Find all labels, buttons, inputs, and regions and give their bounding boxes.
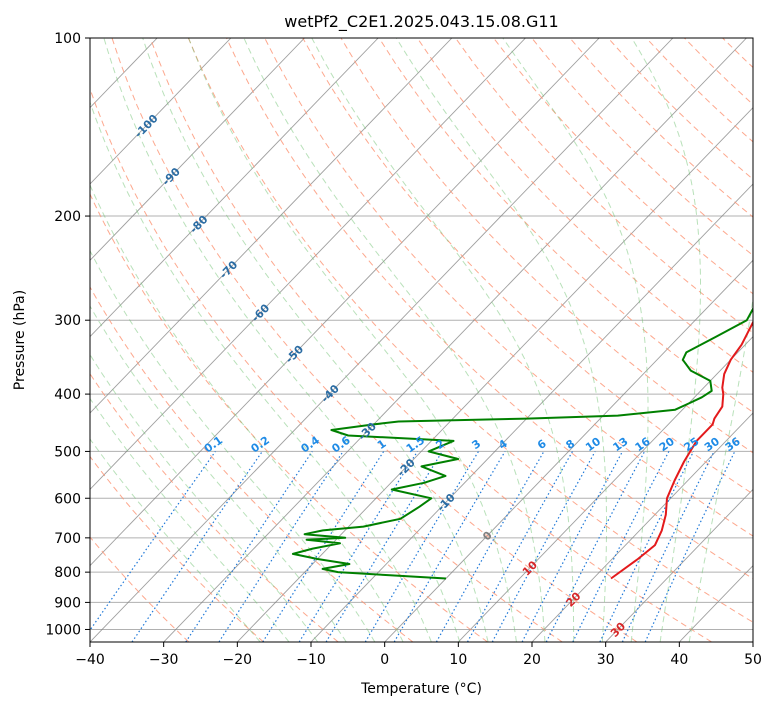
mixing-ratio-line xyxy=(546,451,644,642)
y-tick-label: 500 xyxy=(54,444,81,460)
mixing-ratio-line xyxy=(365,451,478,642)
mixing-ratio-line xyxy=(645,451,735,642)
mixing-ratio-line xyxy=(82,451,216,642)
moist-adiabat-line xyxy=(0,38,318,642)
mixing-ratio-label: 3 xyxy=(470,437,484,452)
dry-adiabat-line xyxy=(723,38,775,642)
y-tick-label: 800 xyxy=(54,565,81,581)
x-tick-label: 20 xyxy=(523,652,541,668)
moist-adiabat-line xyxy=(689,38,767,642)
isotherm-line xyxy=(237,38,775,642)
y-axis-label: Pressure (hPa) xyxy=(12,290,28,390)
isotherm-line xyxy=(753,38,775,642)
y-tick-label: 200 xyxy=(54,209,81,225)
dry-adiabat-line xyxy=(417,38,775,642)
moist-adiabat-line xyxy=(0,38,260,642)
dry-adiabat-line xyxy=(456,38,775,642)
x-tick-label: −10 xyxy=(296,652,326,668)
mixing-ratio-line xyxy=(436,451,544,642)
isotherm-line xyxy=(164,38,747,642)
x-tick-label: 30 xyxy=(597,652,615,668)
mixing-ratio-line xyxy=(326,451,442,642)
x-tick-label: −20 xyxy=(223,652,253,668)
dry-adiabat-line xyxy=(761,38,775,642)
isotherm-label: -100 xyxy=(132,112,161,141)
x-tick-label: 10 xyxy=(449,652,467,668)
moist-adiabat-line xyxy=(244,38,545,642)
mixing-ratio-line xyxy=(492,451,595,642)
isotherm-line xyxy=(0,38,452,642)
mixing-ratio-label: 0.6 xyxy=(329,433,353,455)
isotherm-line xyxy=(90,38,673,642)
mixing-ratio-line xyxy=(600,451,694,642)
mixing-ratio-line xyxy=(468,451,573,642)
y-tick-label: 300 xyxy=(54,313,81,329)
isotherm-line xyxy=(458,38,775,642)
mixing-ratio-line xyxy=(186,451,312,642)
mixing-ratio-label: 0.4 xyxy=(299,433,323,455)
dry-adiabat-line xyxy=(303,38,775,642)
y-tick-label: 900 xyxy=(54,595,81,611)
mixing-ratio-line xyxy=(132,451,262,642)
chart-title: wetPf2_C2E1.2025.043.15.08.G11 xyxy=(284,12,558,32)
y-tick-label: 600 xyxy=(54,491,81,507)
dry-adiabat-line xyxy=(0,38,413,642)
mixing-ratio-label: 1 xyxy=(375,437,389,452)
x-tick-label: −40 xyxy=(75,652,105,668)
mixing-ratio-line xyxy=(299,451,417,642)
isotherm-line xyxy=(0,38,10,642)
y-tick-label: 1000 xyxy=(45,622,81,638)
isotherm-line xyxy=(311,38,775,642)
x-axis-label: Temperature (°C) xyxy=(360,681,482,697)
mixing-ratio-label: 6 xyxy=(535,437,549,452)
temperature-profile-line xyxy=(611,38,775,579)
y-tick-label: 400 xyxy=(54,387,81,403)
dry-adiabat-line xyxy=(684,38,775,642)
moist-adiabat-line xyxy=(16,38,375,642)
moist-adiabat-line xyxy=(312,38,574,642)
isotherm-line xyxy=(16,38,599,642)
isotherm-line xyxy=(0,38,231,642)
y-tick-label: 100 xyxy=(54,31,81,47)
mixing-ratio-line xyxy=(622,451,714,642)
mixing-ratio-label: 1.5 xyxy=(404,434,427,456)
moist-adiabat-line xyxy=(104,38,460,642)
moist-adiabat-line xyxy=(42,38,403,642)
x-tick-label: −30 xyxy=(149,652,179,668)
dewpoint-profile-line xyxy=(293,38,775,579)
isotherm-line xyxy=(385,38,775,642)
mixing-ratio-label: 4 xyxy=(496,437,510,452)
x-tick-label: 0 xyxy=(380,652,389,668)
x-tick-label: 50 xyxy=(744,652,762,668)
x-tick-label: 40 xyxy=(670,652,688,668)
mixing-ratio-label: 0.1 xyxy=(202,434,225,456)
moist-adiabat-line xyxy=(143,38,488,642)
dry-adiabat-line xyxy=(112,38,637,642)
dry-adiabat-line xyxy=(0,38,264,642)
moist-adiabat-line xyxy=(0,38,346,642)
y-tick-label: 700 xyxy=(54,531,81,547)
